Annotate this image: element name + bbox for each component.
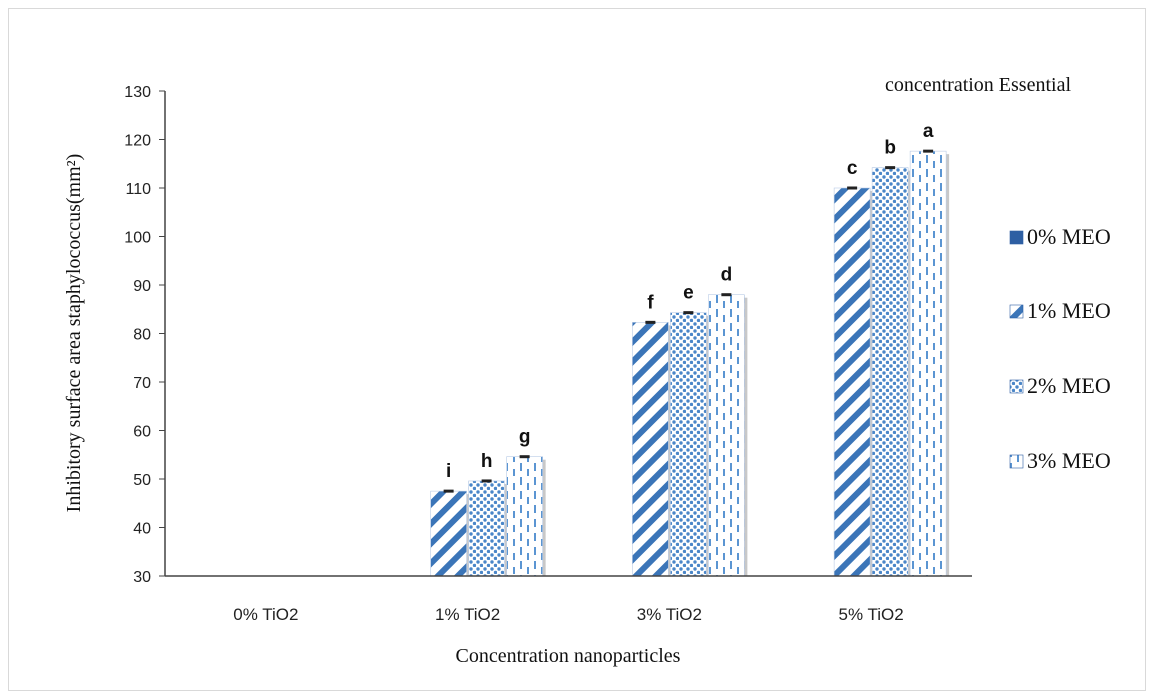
y-axis-label: Inhibitory surface area staphylococcus(m… (63, 154, 85, 513)
x-category-label: 3% TiO2 (637, 605, 702, 624)
x-category-label: 1% TiO2 (435, 605, 500, 624)
y-tick-label: 50 (133, 472, 151, 489)
significance-letter: i (446, 461, 451, 482)
bar (632, 322, 669, 577)
bar (468, 480, 505, 577)
bar (833, 187, 871, 577)
y-axis-ticks: 30 40 50 60 70 80 90 100 110 120 130 (124, 84, 165, 586)
y-tick-label: 100 (124, 230, 151, 247)
significance-letter: b (884, 138, 896, 159)
bar (871, 167, 909, 577)
x-axis-label: Concentration nanoparticles (456, 645, 681, 667)
significance-letter: d (721, 265, 733, 286)
y-tick-label: 70 (133, 375, 151, 392)
bar (708, 294, 745, 577)
legend-swatch (1009, 230, 1024, 245)
y-tick-label: 80 (133, 327, 151, 344)
bar (430, 490, 467, 577)
x-axis-categories: 0% TiO2 1% TiO2 3% TiO2 5% TiO2 (233, 605, 903, 624)
legend-swatch (1009, 379, 1024, 394)
x-category-label: 0% TiO2 (233, 605, 298, 624)
y-tick-label: 130 (124, 84, 151, 101)
significance-letter: c (847, 158, 858, 179)
legend-label: 1% MEO (1027, 298, 1111, 323)
x-category-label: 5% TiO2 (839, 605, 904, 624)
bar (670, 312, 707, 577)
y-tick-label: 60 (133, 424, 151, 441)
legend-title: concentration Essential (885, 74, 1071, 96)
legend-label: 0% MEO (1027, 224, 1111, 249)
y-tick-label: 120 (124, 133, 151, 150)
y-tick-label: 90 (133, 278, 151, 295)
y-tick-label: 110 (125, 181, 151, 198)
y-tick-label: 30 (133, 569, 151, 586)
legend-label: 2% MEO (1027, 373, 1111, 398)
significance-letter: g (519, 427, 531, 448)
legend-swatch (1009, 454, 1024, 469)
significance-letters: i h g f e d c b a (446, 121, 934, 482)
bar (909, 150, 947, 577)
significance-letter: h (481, 451, 493, 472)
y-tick-label: 40 (133, 521, 151, 538)
legend: 0% MEO 1% MEO 2% MEO 3% MEO (1009, 224, 1111, 473)
significance-letter: e (683, 283, 694, 304)
legend-label: 3% MEO (1027, 448, 1111, 473)
legend-swatch (1009, 304, 1024, 319)
bars (430, 149, 950, 577)
bar (506, 456, 543, 577)
chart-frame (8, 8, 1146, 691)
significance-letter: f (647, 292, 654, 313)
significance-letter: a (923, 121, 934, 142)
